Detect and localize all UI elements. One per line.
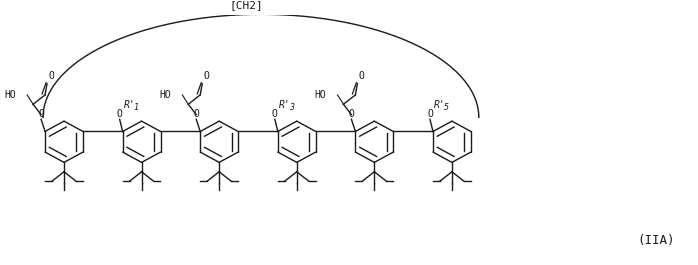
Text: O: O xyxy=(193,109,199,119)
Text: HO: HO xyxy=(4,90,16,100)
Text: [CH2]: [CH2] xyxy=(229,1,263,11)
Text: 5: 5 xyxy=(444,103,449,112)
Text: O: O xyxy=(348,109,355,119)
Text: R': R' xyxy=(124,100,135,110)
Text: O: O xyxy=(48,71,54,81)
Text: R': R' xyxy=(279,100,290,110)
Text: 3: 3 xyxy=(289,103,294,112)
Text: (IIA): (IIA) xyxy=(637,234,674,247)
Text: O: O xyxy=(427,109,433,119)
Text: O: O xyxy=(358,71,364,81)
Text: O: O xyxy=(117,109,123,119)
Text: HO: HO xyxy=(160,90,172,100)
Text: 1: 1 xyxy=(133,103,139,112)
Text: O: O xyxy=(38,109,44,119)
Text: R': R' xyxy=(434,100,446,110)
Text: O: O xyxy=(203,71,209,81)
Text: HO: HO xyxy=(315,90,327,100)
Text: O: O xyxy=(272,109,278,119)
